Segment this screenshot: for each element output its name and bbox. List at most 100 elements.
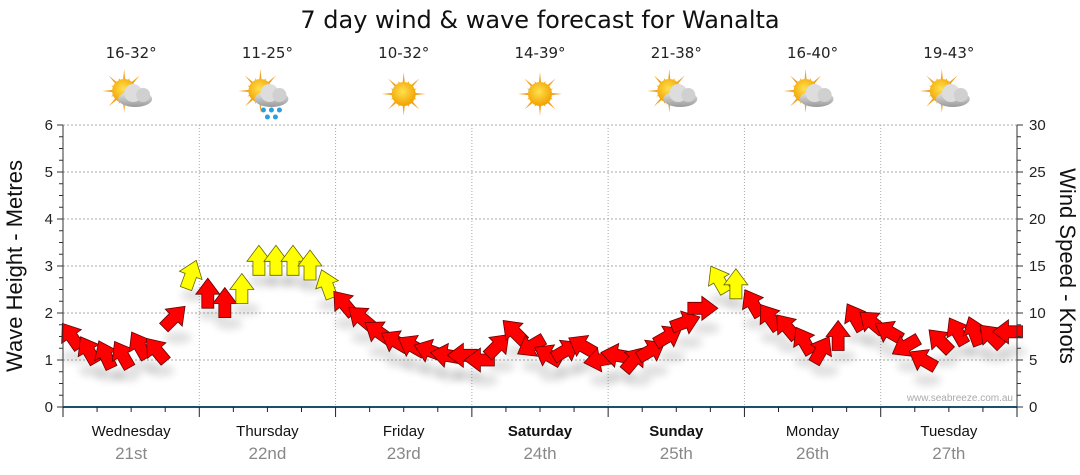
wind-arrow [908, 349, 939, 373]
left-tick-label: 4 [45, 211, 53, 228]
date-label: 24th [523, 444, 556, 463]
wind-arrow [825, 319, 851, 351]
arrow-shadow [811, 364, 840, 377]
date-label: 22nd [249, 444, 287, 463]
wind-arrow [263, 244, 289, 276]
arrow-shadow [112, 369, 141, 382]
partly-cloudy-icon [647, 69, 698, 113]
day-temp-range: 11-25° [242, 44, 293, 62]
left-axis-label: Wave Height - Metres [2, 160, 27, 372]
left-tick-label: 0 [45, 399, 53, 416]
day-label: Thursday [236, 423, 299, 440]
wind-arrow [212, 286, 238, 319]
wind-arrow [145, 337, 171, 366]
left-tick-label: 3 [45, 258, 53, 275]
wind-arrow [669, 310, 701, 335]
wind-arrow [297, 249, 323, 281]
wind-arrow [280, 244, 306, 276]
rain-drop [260, 107, 266, 113]
partly-cloudy-icon [783, 69, 834, 113]
date-label: 25th [660, 444, 693, 463]
left-tick-label: 5 [45, 164, 53, 181]
arrow-shadow [691, 322, 720, 335]
arrow-shadow [674, 336, 703, 349]
arrow-shadow [146, 364, 175, 377]
cloud [118, 84, 153, 107]
rain-drop [272, 114, 278, 120]
arrow-shadow [759, 331, 788, 344]
arrow-shadow [913, 374, 942, 386]
wind-arrow [808, 336, 832, 367]
arrow-shadow [214, 317, 243, 330]
left-tick-label: 6 [45, 117, 53, 134]
date-label: 21st [115, 444, 147, 463]
right-tick-label: 10 [1029, 305, 1046, 322]
date-label: 23rd [387, 444, 421, 463]
rain-drop [264, 114, 270, 120]
day-label: Monday [786, 423, 840, 440]
rain-drop [268, 107, 274, 113]
wind-arrow [946, 317, 971, 348]
day-label: Friday [383, 423, 425, 440]
date-label: 27th [932, 444, 965, 463]
arrow-shadow [163, 331, 192, 344]
wind-arrow [568, 335, 599, 359]
cloud [254, 84, 289, 107]
right-tick-label: 0 [1029, 399, 1037, 416]
left-tick-label: 2 [45, 305, 53, 322]
right-tick-label: 20 [1029, 211, 1046, 228]
wind-arrow [246, 244, 272, 276]
wind-arrow [482, 334, 510, 361]
right-tick-label: 30 [1029, 117, 1046, 134]
wind-arrow [991, 318, 1023, 345]
wind-arrow [874, 320, 905, 345]
arrow-shadow [623, 374, 652, 386]
showers-icon [238, 69, 289, 120]
arrow-shadow [231, 303, 260, 316]
right-axis-label: Wind Speed - Knots [1055, 168, 1080, 364]
right-tick-label: 5 [1029, 352, 1037, 369]
wind-arrow [94, 340, 118, 372]
arrow-shadow [640, 364, 669, 377]
watermark: www.seabreeze.com.au [906, 393, 1013, 404]
day-label: Saturday [508, 423, 573, 440]
cloud [663, 84, 698, 107]
day-label: Sunday [649, 423, 704, 440]
day-label: Tuesday [920, 423, 977, 440]
cloud [935, 84, 970, 107]
cloud [799, 84, 834, 107]
sun [391, 82, 416, 106]
day-temp-range: 19-43° [923, 44, 974, 62]
left-tick-label: 1 [45, 352, 53, 369]
arrow-shadow [657, 350, 686, 363]
wind-arrow [229, 272, 255, 304]
wind-arrow [195, 277, 221, 309]
wind-arrow [723, 268, 749, 300]
sun [528, 82, 552, 106]
wind-arrow [111, 340, 136, 371]
arrow-shadow [998, 345, 1027, 358]
axes: 0 01 52 103 154 205 256 30 [45, 117, 1046, 417]
day-headers: 16-32° Wednesday 21st 11-25° Thursday 22nd 10-… [92, 44, 978, 463]
sunny-icon [381, 72, 426, 116]
rain-drop [276, 107, 282, 113]
wind-arrow [159, 305, 186, 333]
wind-arrow [517, 333, 548, 357]
day-label: Wednesday [92, 423, 171, 440]
wind-arrow [687, 295, 719, 322]
wind-arrow [178, 259, 203, 292]
arrow-shadow [470, 374, 499, 386]
arrow-shadow [828, 350, 857, 363]
date-label: 26th [796, 444, 829, 463]
chart-title: 7 day wind & wave forecast for Wanalta [300, 6, 779, 34]
right-tick-label: 25 [1029, 164, 1046, 181]
wind-arrow [928, 329, 956, 356]
day-temp-range: 10-32° [378, 44, 429, 62]
partly-cloudy-icon [102, 69, 153, 113]
day-temp-range: 16-40° [787, 44, 838, 62]
wind-arrows [61, 244, 1023, 376]
right-tick-label: 15 [1029, 258, 1046, 275]
sunny-icon [518, 72, 562, 116]
wind-arrow [502, 320, 530, 347]
partly-cloudy-icon [919, 69, 970, 113]
